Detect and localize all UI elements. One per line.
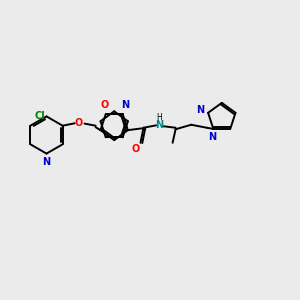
Text: O: O: [100, 100, 108, 110]
Text: N: N: [155, 120, 163, 130]
Text: N: N: [121, 100, 129, 110]
Text: O: O: [75, 118, 83, 128]
Text: H: H: [156, 113, 162, 122]
Text: N: N: [42, 157, 51, 167]
Text: O: O: [132, 144, 140, 154]
Text: Cl: Cl: [34, 111, 45, 122]
Text: N: N: [208, 133, 216, 142]
Text: N: N: [196, 105, 205, 116]
